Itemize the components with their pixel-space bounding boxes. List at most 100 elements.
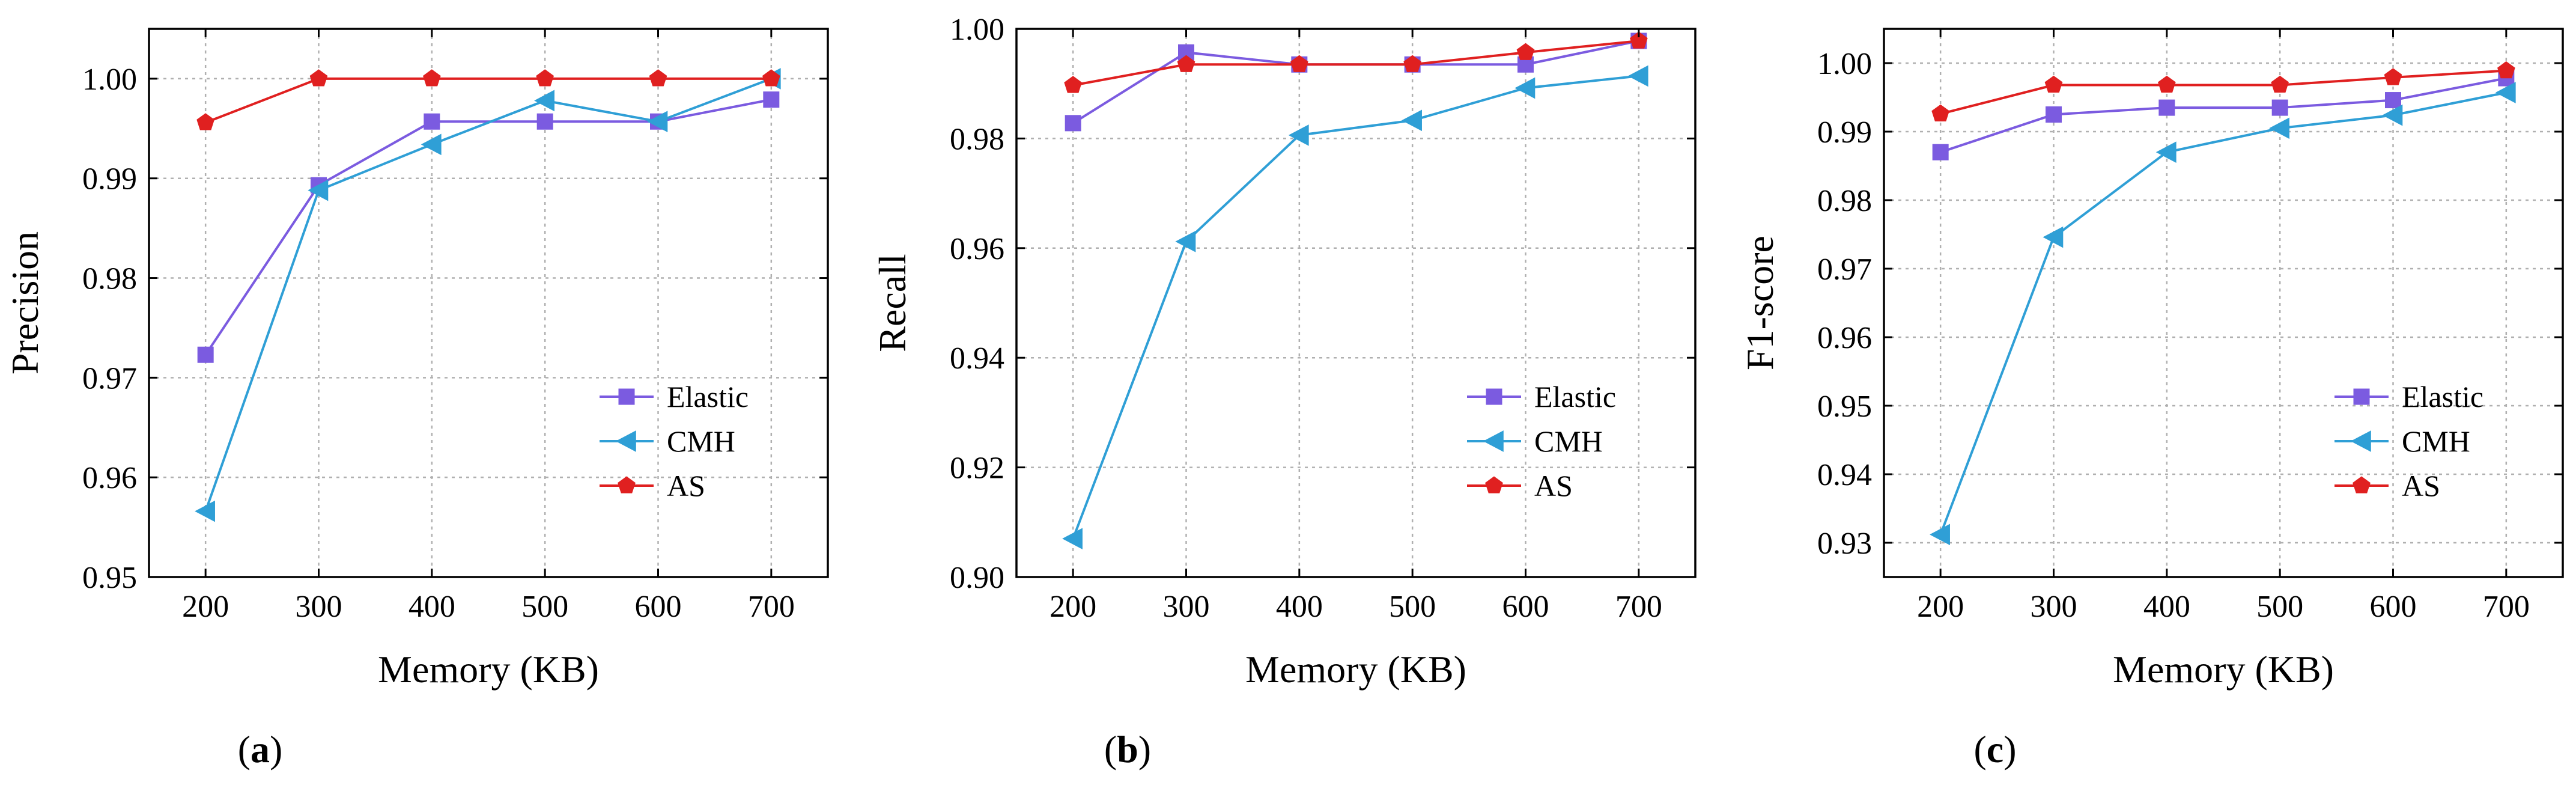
x-tick-label: 400 xyxy=(2143,590,2190,624)
data-point-elastic xyxy=(197,346,214,363)
legend-marker-elastic xyxy=(2353,388,2370,405)
series-line-elastic xyxy=(1940,77,2507,154)
y-tick-label: 0.98 xyxy=(950,122,1004,156)
series-line-cmh xyxy=(204,78,772,512)
x-tick-label: 600 xyxy=(635,590,682,624)
legend-marker-cmh xyxy=(615,430,636,452)
x-tick-label: 300 xyxy=(1163,590,1210,624)
data-point-as xyxy=(2158,75,2176,93)
chart-panel-a: 200 300 400 500 600 700 0.95 0.96 0.97 0.98 0.99 1.… xyxy=(4,28,829,771)
y-tick-label: 0.97 xyxy=(1817,252,1872,287)
data-point-as xyxy=(1403,55,1421,72)
x-tick-label: 700 xyxy=(748,590,795,624)
y-tick-label: 0.98 xyxy=(1817,184,1872,218)
data-point-as xyxy=(2497,61,2515,79)
legend: Elastic CMH AS xyxy=(1467,380,1616,502)
y-tick-label: 1.00 xyxy=(1817,47,1872,81)
data-point-cmh xyxy=(308,179,329,201)
data-point-cmh xyxy=(1514,77,1536,99)
data-point-elastic xyxy=(2385,92,2401,109)
data-point-cmh xyxy=(1627,65,1648,87)
y-tick-label: 0.90 xyxy=(950,561,1004,595)
legend: Elastic CMH AS xyxy=(2334,380,2483,502)
x-tick-label: 400 xyxy=(1276,590,1323,624)
x-tick-label: 500 xyxy=(1389,590,1436,624)
x-axis-label: Memory (KB) xyxy=(378,648,599,691)
panel-label: (a) xyxy=(238,728,283,771)
series-line-as xyxy=(1072,40,1639,87)
data-point-as xyxy=(2271,75,2289,93)
data-point-as xyxy=(649,69,667,87)
panel-label: (c) xyxy=(1973,728,2016,771)
series-line-cmh xyxy=(1939,91,2507,536)
x-tick-label: 700 xyxy=(1615,590,1662,624)
legend-label-as: AS xyxy=(667,469,705,502)
y-tick-label: 0.96 xyxy=(950,232,1004,266)
plot-frame xyxy=(1015,28,1697,578)
data-point-cmh xyxy=(2495,82,2516,103)
data-point-elastic xyxy=(424,113,440,130)
data-point-cmh xyxy=(534,90,554,112)
legend-marker-cmh xyxy=(1483,430,1504,452)
data-point-cmh xyxy=(1930,524,1950,546)
legend-marker-as xyxy=(618,476,636,493)
series-line-as xyxy=(1940,69,2506,115)
y-tick-label: 0.94 xyxy=(950,341,1004,376)
legend-label-as: AS xyxy=(2402,469,2440,502)
legend-label-cmh: CMH xyxy=(667,424,735,458)
data-point-cmh xyxy=(195,500,215,522)
x-tick-label: 200 xyxy=(1917,590,1964,624)
legend-marker-elastic xyxy=(1486,388,1502,405)
y-tick-label: 0.94 xyxy=(1817,458,1872,492)
y-tick-label: 0.96 xyxy=(82,461,137,495)
legend-marker-elastic xyxy=(618,388,635,405)
x-tick-label: 500 xyxy=(521,590,568,624)
plot-frame xyxy=(148,28,829,578)
x-tick-label: 300 xyxy=(296,590,342,624)
legend-label-elastic: Elastic xyxy=(1534,380,1616,414)
chart-panel-b: 200 300 400 500 600 700 0.90 0.92 0.94 0.96 0.98 1.… xyxy=(871,13,1697,771)
y-tick-label: 0.99 xyxy=(82,162,137,197)
x-tick-label: 200 xyxy=(182,590,229,624)
panel-label: (b) xyxy=(1104,728,1151,771)
legend-marker-cmh xyxy=(2350,430,2371,452)
data-point-as xyxy=(1064,76,1082,93)
x-tick-label: 500 xyxy=(2256,590,2303,624)
x-tick-label: 200 xyxy=(1050,590,1096,624)
legend-label-cmh: CMH xyxy=(2402,424,2470,458)
legend-label-cmh: CMH xyxy=(1534,424,1603,458)
data-point-elastic xyxy=(2158,99,2175,116)
series-line-cmh xyxy=(1072,75,1639,539)
y-tick-label: 0.97 xyxy=(82,361,137,396)
y-tick-label: 0.98 xyxy=(82,262,137,296)
data-point-as xyxy=(423,69,441,87)
x-tick-label: 600 xyxy=(2370,590,2417,624)
legend-label-as: AS xyxy=(1534,469,1573,502)
data-point-cmh xyxy=(647,111,668,133)
data-point-as xyxy=(762,69,780,87)
y-axis-label: Precision xyxy=(4,231,46,374)
x-tick-label: 700 xyxy=(2483,590,2530,624)
data-point-as xyxy=(1630,31,1648,49)
data-point-cmh xyxy=(2043,226,2064,248)
series-line-as xyxy=(205,77,771,124)
data-point-elastic xyxy=(2046,106,2062,123)
data-point-elastic xyxy=(1178,44,1194,61)
data-point-as xyxy=(1931,104,1949,121)
data-point-as xyxy=(536,69,554,87)
data-point-as xyxy=(309,69,328,87)
data-point-as xyxy=(1516,43,1535,60)
data-point-elastic xyxy=(536,113,553,130)
data-point-cmh xyxy=(1288,124,1309,146)
data-point-cmh xyxy=(2382,104,2403,126)
data-point-as xyxy=(1290,55,1308,72)
y-tick-label: 0.93 xyxy=(1817,527,1872,561)
data-point-cmh xyxy=(421,133,442,156)
data-point-as xyxy=(2044,75,2063,93)
y-tick-label: 0.96 xyxy=(1817,321,1872,355)
y-tick-label: 0.92 xyxy=(950,451,1004,486)
data-point-as xyxy=(2384,68,2402,85)
data-point-elastic xyxy=(1932,144,1949,160)
